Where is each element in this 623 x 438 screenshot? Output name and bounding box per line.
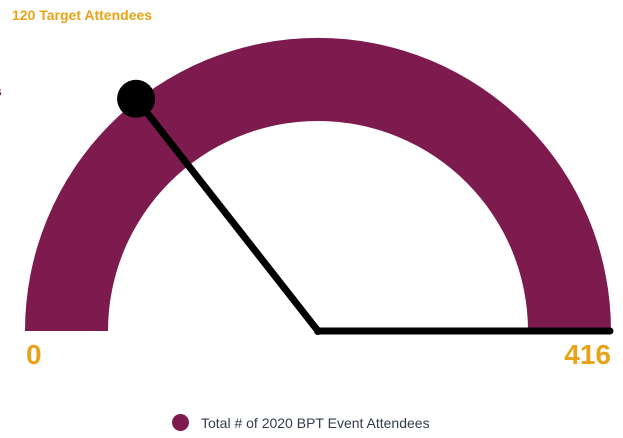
target-label: 120 Target Attendees <box>12 7 153 23</box>
target-needle <box>132 95 322 335</box>
gauge-band <box>24 37 612 331</box>
needle-pivot <box>314 327 322 335</box>
target-marker <box>117 79 156 118</box>
legend-label: Total # of 2020 BPT Event Attendees <box>201 414 430 431</box>
legend-swatch <box>172 414 189 431</box>
axis-max-label: 416 <box>564 339 611 370</box>
clipped-label-fragment: s <box>0 83 2 99</box>
axis-min-label: 0 <box>26 339 42 370</box>
legend: Total # of 2020 BPT Event Attendees <box>172 414 430 431</box>
